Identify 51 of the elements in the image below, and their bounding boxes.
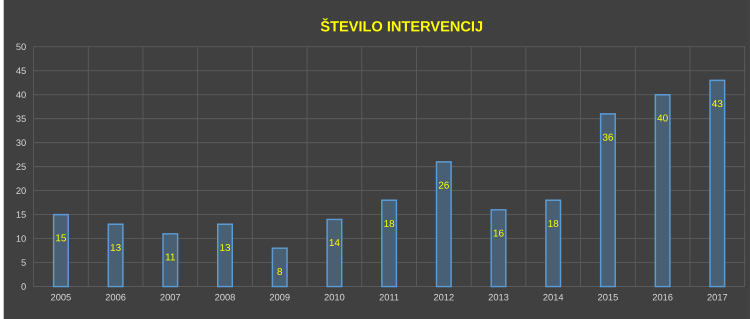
data-label: 13 bbox=[220, 244, 230, 251]
x-tick-label: 2005 bbox=[51, 294, 71, 300]
data-label: 15 bbox=[56, 234, 66, 242]
y-tick-label: 0 bbox=[21, 283, 26, 290]
x-tick-label: 2006 bbox=[106, 294, 126, 300]
y-tick-label: 30 bbox=[16, 139, 26, 146]
data-label: 11 bbox=[166, 253, 175, 260]
x-tick-label: 2013 bbox=[488, 294, 508, 300]
x-tick-label: 2014 bbox=[543, 294, 564, 300]
bar bbox=[272, 247, 288, 288]
bar bbox=[381, 199, 398, 288]
bar bbox=[52, 214, 69, 288]
bar bbox=[162, 232, 178, 288]
data-label: 18 bbox=[548, 220, 558, 227]
data-label: 14 bbox=[330, 238, 340, 246]
data-label: 18 bbox=[384, 220, 394, 227]
bar bbox=[654, 94, 671, 288]
data-label: 16 bbox=[494, 229, 504, 236]
data-label: 40 bbox=[657, 114, 668, 122]
bar bbox=[600, 112, 616, 288]
x-tick-label: 2011 bbox=[380, 294, 399, 300]
y-tick-label: 25 bbox=[16, 163, 26, 170]
bar bbox=[108, 223, 124, 288]
x-tick-label: 2015 bbox=[598, 294, 618, 300]
y-tick-label: 50 bbox=[16, 43, 26, 50]
bar bbox=[216, 223, 234, 288]
data-label: 8 bbox=[277, 268, 282, 275]
bar bbox=[709, 79, 726, 288]
x-tick-label: 2012 bbox=[434, 294, 454, 300]
y-tick-label: 20 bbox=[16, 187, 26, 194]
bar bbox=[326, 218, 342, 288]
x-tick-label: 2010 bbox=[324, 294, 344, 300]
data-label: 36 bbox=[602, 133, 614, 141]
bar bbox=[545, 199, 562, 288]
data-label: 43 bbox=[712, 100, 722, 107]
y-tick-label: 5 bbox=[21, 259, 26, 266]
data-label: 26 bbox=[438, 181, 449, 188]
x-tick-label: 2016 bbox=[652, 294, 673, 300]
data-label: 13 bbox=[110, 244, 121, 251]
y-tick-label: 15 bbox=[16, 211, 26, 218]
y-tick-label: 10 bbox=[16, 235, 26, 242]
x-tick-label: 2009 bbox=[270, 294, 290, 300]
chart-title: ŠTEVILO INTERVENCIJ bbox=[320, 18, 482, 32]
x-tick-label: 2008 bbox=[215, 294, 235, 300]
bar bbox=[436, 160, 452, 288]
x-tick-label: 2007 bbox=[160, 294, 180, 300]
y-tick-label: 40 bbox=[16, 91, 26, 98]
y-tick-label: 35 bbox=[16, 115, 26, 122]
y-tick-label: 45 bbox=[16, 67, 26, 74]
x-tick-label: 2017 bbox=[707, 294, 728, 300]
bar bbox=[490, 208, 507, 288]
